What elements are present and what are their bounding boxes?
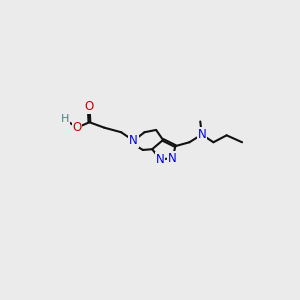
Text: O: O (72, 121, 82, 134)
Text: N: N (156, 153, 164, 166)
Text: H: H (60, 114, 69, 124)
Text: N: N (168, 152, 177, 165)
Text: O: O (84, 100, 93, 113)
Text: N: N (197, 128, 206, 141)
Text: N: N (129, 134, 138, 147)
